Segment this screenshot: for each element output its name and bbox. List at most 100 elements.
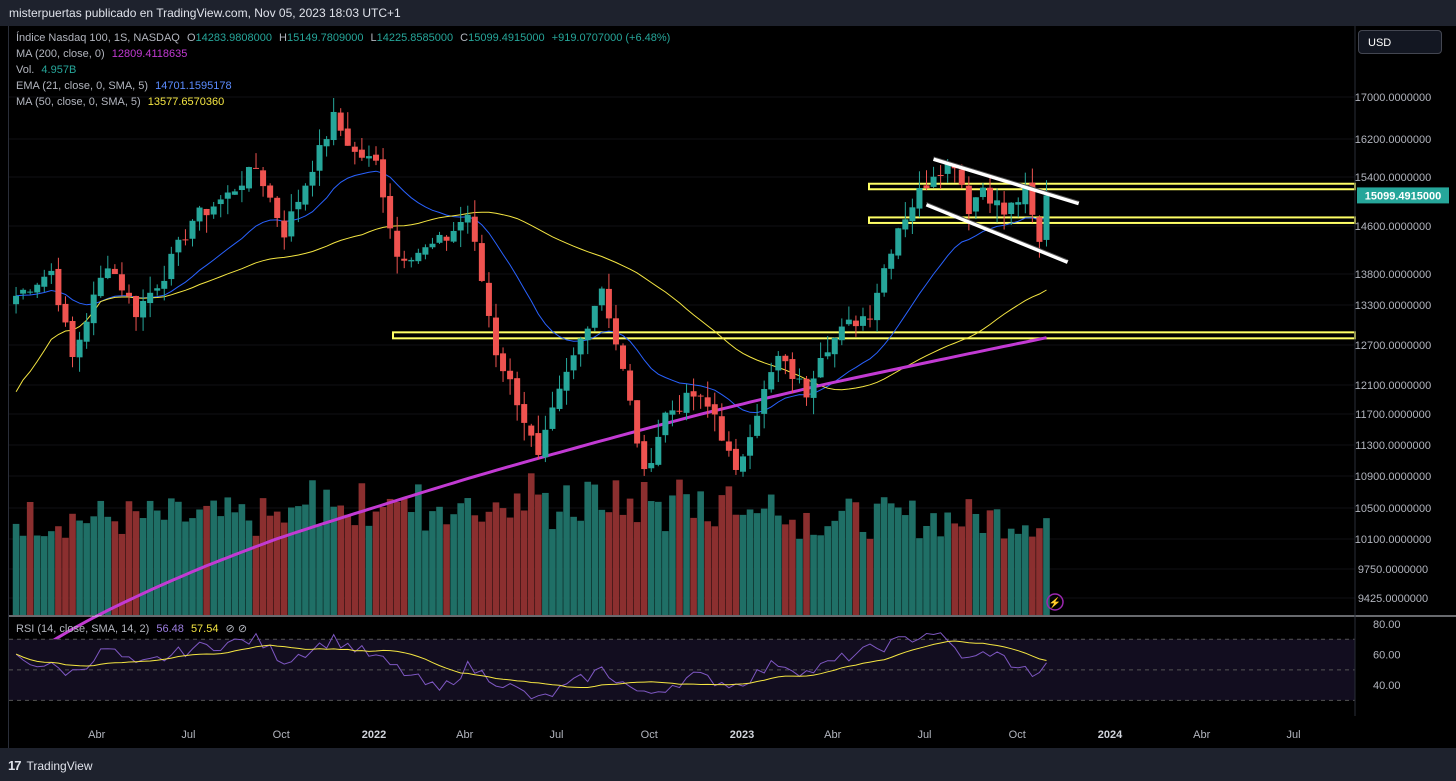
rsi-value: 56.48 (156, 623, 184, 635)
candle-body (591, 305, 598, 328)
candle-body (732, 448, 739, 470)
ema21-value: 14701.1595178 (155, 80, 232, 92)
ema21-line (16, 170, 1047, 414)
footer-brand: TradingView (26, 758, 93, 773)
candle-body (1001, 202, 1008, 215)
chart-frame[interactable]: 17000.0000000 16200.0000000 15400.0000000 1… (8, 26, 1456, 748)
candle-body (175, 239, 182, 253)
price-tick-label: 12100.0000000 (1355, 380, 1431, 392)
candle-body (697, 395, 704, 397)
volume-bar (217, 516, 225, 615)
legend-row-ema21[interactable]: EMA (21, close, 0, SMA, 5) 14701.1595178 (16, 78, 232, 94)
volume-bar (859, 531, 867, 615)
volume-bar (605, 512, 613, 615)
candle-body (351, 146, 358, 152)
volume-bar (386, 498, 394, 615)
volume-bar (909, 500, 916, 615)
volume-bar (958, 526, 966, 615)
volume-bar (930, 513, 937, 615)
eye-icon[interactable]: ⊘ (225, 623, 235, 635)
volume-bar (323, 489, 330, 615)
volume-bar (40, 536, 48, 615)
o-label: O (186, 32, 196, 44)
candle-body (111, 268, 118, 275)
volume-bar (591, 484, 599, 615)
volume-bar (76, 520, 83, 615)
candle-body (492, 317, 499, 356)
candle-body (747, 437, 754, 456)
time-tick-label: Jul (549, 729, 563, 741)
candle-body (196, 207, 203, 222)
volume-bar (782, 524, 789, 615)
volume-bar (26, 501, 34, 615)
volume-bar (845, 498, 853, 615)
candle-body (1022, 185, 1029, 205)
volume-bar (19, 535, 27, 615)
last-price-box (1357, 187, 1449, 204)
candle-body (365, 156, 372, 159)
h-label: H (279, 32, 287, 44)
candle-body (62, 303, 69, 323)
volume-bar (12, 523, 20, 615)
volume-bar (118, 533, 126, 615)
time-tick-label: 2022 (362, 729, 386, 741)
candle-body (478, 243, 485, 281)
legend-row-ma200[interactable]: MA (200, close, 0) 12809.4118635 (16, 46, 187, 62)
candle-body (563, 371, 570, 391)
candle-body (725, 441, 732, 451)
moving-averages (14, 170, 1047, 673)
candle-body (535, 433, 542, 455)
legend-row-ma50[interactable]: MA (50, close, 0, SMA, 5) 13577.6570360 (16, 94, 224, 110)
volume-bar (563, 485, 570, 615)
candle-body (330, 111, 337, 141)
rsi-line (15, 632, 1047, 700)
volume-bar (944, 512, 951, 615)
close-value: 15099.4915000 (468, 32, 545, 44)
candle-body (394, 230, 401, 257)
candle-body (90, 294, 97, 324)
volume-bar (817, 535, 824, 615)
volume-bar (351, 525, 359, 615)
volume-bar (916, 538, 923, 615)
volume-bar (655, 501, 662, 615)
volume-bar (33, 535, 41, 615)
volume-bar (1036, 528, 1043, 615)
candle-body (909, 207, 916, 222)
volume-bar (556, 511, 563, 615)
legend-row-volume[interactable]: Vol. 4.957B (16, 62, 76, 78)
candle-body (669, 410, 676, 415)
candle-body (528, 425, 535, 436)
volume-bar (880, 497, 888, 615)
volume-bar (718, 495, 726, 615)
axes: 17000.0000000 16200.0000000 15400.0000000 1… (9, 26, 1456, 741)
currency-button[interactable]: USD (1358, 30, 1442, 54)
volume-bar (189, 518, 196, 615)
candle-body (514, 378, 521, 406)
candle-body (612, 318, 619, 345)
time-tick-label: Jul (181, 729, 195, 741)
volume-bar (647, 501, 655, 615)
price-tick-label: 14600.0000000 (1355, 221, 1431, 233)
chart-svg[interactable]: 17000.0000000 16200.0000000 15400.0000000 1… (9, 26, 1456, 748)
tradingview-logo-icon: 17 (8, 758, 22, 773)
volume-bar (549, 529, 556, 615)
candle-body (549, 407, 556, 429)
rsi-pane (9, 632, 1355, 701)
candle-body (570, 355, 577, 371)
rsi-tick-label: 40.00 (1373, 680, 1401, 692)
volume-bar (704, 521, 712, 615)
candles (13, 97, 1050, 477)
volume-bar (62, 537, 69, 615)
legend-row-rsi[interactable]: RSI (14, close, SMA, 14, 2) 56.48 57.54 … (16, 621, 247, 637)
volume-bar (203, 505, 210, 615)
volume-bar (252, 535, 260, 615)
candle-body (690, 391, 697, 397)
settings-icon[interactable]: ⊘ (237, 623, 248, 635)
tradingview-logo[interactable]: 17 TradingView (8, 758, 93, 773)
candle-body (168, 253, 175, 280)
candle-body (1008, 202, 1015, 214)
candle-body (1015, 202, 1022, 205)
candle-body (464, 214, 471, 223)
time-tick-label: 2023 (730, 729, 754, 741)
price-tick-label: 11700.0000000 (1355, 409, 1431, 421)
